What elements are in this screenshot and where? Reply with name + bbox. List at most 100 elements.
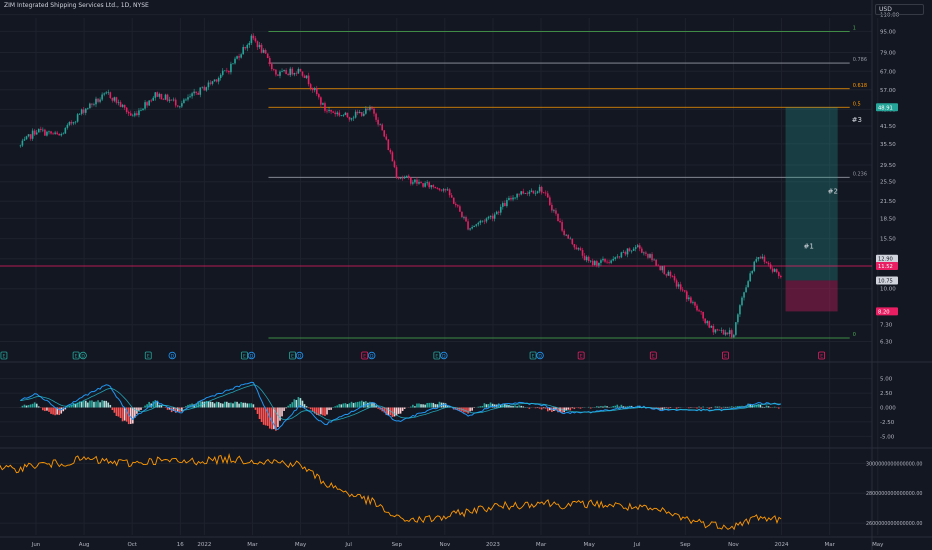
macd-hist-bar [485,404,488,408]
earnings-marker [361,351,369,360]
macd-hist-bar [604,405,606,408]
earnings-marker [577,351,585,360]
candle-body [37,128,40,133]
macd-hist-bar [70,405,73,408]
earnings-marker-letter: E [724,354,727,360]
candle-body [62,133,65,135]
macd-hist-bar [618,406,621,408]
macd-hist-bar [285,407,287,409]
candle-body [78,113,81,115]
price-axis-tick: 110.00 [880,13,900,19]
candle-body [620,252,623,258]
macd-hist-bar [78,401,81,408]
candle-body [587,256,590,262]
price-axis-tick: 35.50 [880,142,896,148]
candle-body [144,102,146,109]
earnings-marker-letter: E [243,354,246,360]
candle-body [544,192,547,194]
candle-body [262,50,265,53]
candle-body [181,103,183,107]
candle-body [209,82,212,84]
candle-body [330,110,332,112]
macd-hist-bar [309,407,312,410]
macd-hist-bar [610,406,612,408]
candle-body [561,222,563,231]
macd-hist-bar [113,407,116,413]
candle-body [469,228,471,230]
candle-body [636,245,639,248]
macd-hist-bar [148,401,150,408]
macd-hist-bar [127,407,130,425]
macd-hist-bar [72,403,75,408]
candle-body [207,82,210,88]
macd-hist-bar [616,404,619,408]
macd-hist-bar [56,407,58,415]
candle-body [606,261,608,263]
price-axis-label-bg [876,307,898,316]
candle-body [117,102,120,103]
dividend-marker-letter: D [538,354,542,360]
macd-hist-bar [487,404,490,408]
earnings-marker-letter: E [363,354,366,360]
candle-body [360,112,363,116]
macd-hist-bar [626,406,629,408]
macd-hist-bar [322,407,324,416]
currency-selector[interactable]: USD [875,4,924,15]
macd-hist-bar [189,404,191,408]
candle-body [142,108,144,111]
candle-body [226,70,228,72]
candle-body [258,44,261,48]
dividend-marker [536,351,544,360]
candle-body [95,98,97,105]
candle-body [641,248,643,253]
candle-body [450,195,453,198]
price-axis-label-bg [876,276,898,285]
macd-hist-bar [379,407,381,410]
macd-hist-bar [755,404,758,408]
macd-hist-bar [761,406,764,408]
candle-body [250,35,253,43]
candle-body [761,256,764,259]
candle-body [444,189,447,191]
macd-hist-bar [632,406,635,408]
candle-body [602,258,604,261]
candle-body [414,179,416,183]
candle-body [275,69,277,75]
macd-hist-bar [334,406,336,408]
candle-body [708,321,711,328]
macd-hist-bar [93,401,95,408]
candle-body [87,108,89,110]
macd-hist-bar [708,407,711,409]
candle-body [358,112,361,114]
macd-hist-bar [414,406,416,408]
macd-hist-bar [252,404,255,408]
candle-body [581,250,584,256]
macd-hist-bar [538,407,541,409]
obv-axis-tick: 2600000000000000.00 [866,521,922,527]
macd-hist-bar [129,407,132,424]
macd-hist-bar [489,402,492,408]
candle-body [575,247,578,250]
macd-hist-bar [428,402,431,408]
candle-body [201,86,204,88]
macd-hist-bar [103,400,105,408]
candle-body [440,189,443,191]
candle-body [31,130,34,139]
candle-body [683,290,686,292]
macd-hist-bar [356,401,359,408]
candle-body [704,318,706,324]
price-axis-label-bg [876,261,898,270]
candle-body [473,225,475,228]
macd-hist-bar [213,403,216,408]
price-axis-tick: 67.00 [880,69,896,75]
macd-hist-bar [232,403,234,408]
candle-body [148,100,150,106]
candle-body [340,115,343,116]
macd-hist-bar [62,407,65,412]
macd-hist-bar [25,405,28,408]
candle-body [438,188,441,190]
candle-body [350,118,353,120]
candle-body [176,105,179,107]
macd-hist-bar [358,401,361,408]
